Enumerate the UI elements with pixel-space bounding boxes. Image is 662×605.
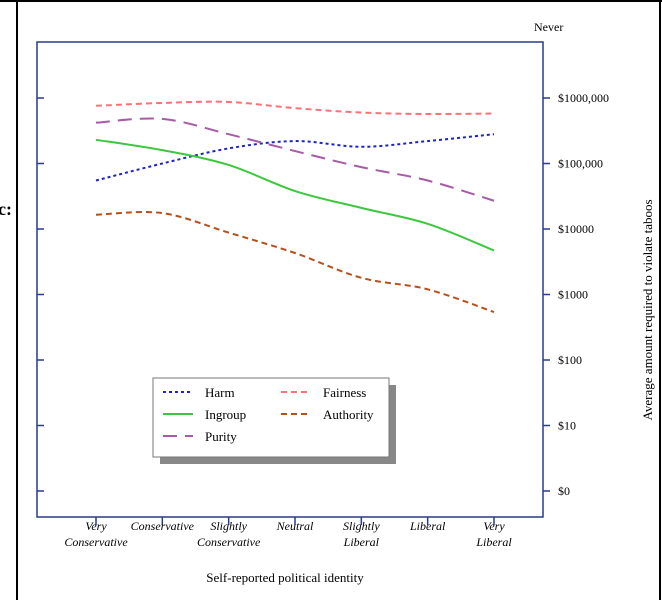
y-tick-labels: $0 $10 $100 $1000 $10000 $100,000 $1000,000 <box>558 91 609 498</box>
legend-label-harm: Harm <box>205 385 235 400</box>
y-tick-label: $1000,000 <box>558 91 609 105</box>
x-tick-label: Very Liberal <box>475 519 512 549</box>
x-tick-label-line: Liberal <box>475 535 512 549</box>
x-tick-label-line: Conservative <box>197 535 261 549</box>
x-tick-label: Very Conservative <box>64 519 128 549</box>
x-tick-label-line: Very <box>483 519 505 533</box>
legend-label-fairness: Fairness <box>323 385 366 400</box>
x-tick-label-line: Conservative <box>64 535 128 549</box>
x-tick-label: Liberal <box>409 519 446 533</box>
y-tick-label: $10000 <box>558 222 594 236</box>
series-line-fairness <box>95 100 495 116</box>
panel-label-fragment: c: <box>0 199 12 219</box>
x-tick-label-line: Slightly <box>343 519 380 533</box>
series-line-authority <box>95 211 495 313</box>
legend-label-ingroup: Ingroup <box>205 407 246 422</box>
x-tick-label: Neutral <box>276 519 314 533</box>
y-tick-label: $100,000 <box>558 157 603 171</box>
legend-label-authority: Authority <box>323 407 374 422</box>
x-tick-label: Slightly Conservative <box>197 519 261 549</box>
plot-area <box>36 41 544 518</box>
series-lines <box>95 100 495 313</box>
y-tick-label: $100 <box>558 353 582 367</box>
y-tick-label: $10 <box>558 419 576 433</box>
x-tick-label: Conservative <box>131 519 195 533</box>
series-line-ingroup <box>95 138 495 252</box>
series-line-purity <box>95 117 495 202</box>
series-line-harm <box>95 133 495 182</box>
x-tick-label-line: Neutral <box>276 519 314 533</box>
legend-box <box>152 377 390 458</box>
x-tick-label-line: Very <box>85 519 107 533</box>
y-tick-label: $0 <box>558 484 570 498</box>
x-tick-label-line: Liberal <box>343 535 380 549</box>
x-tick-label-line: Conservative <box>131 519 195 533</box>
legend-label-purity: Purity <box>205 429 237 444</box>
x-tick-label-line: Liberal <box>409 519 446 533</box>
x-tick-label-line: Slightly <box>210 519 247 533</box>
never-label: Never <box>534 20 563 34</box>
x-tick-label: Slightly Liberal <box>343 519 381 549</box>
y-axis-title: Average amount required to violate taboo… <box>640 199 655 420</box>
axis-ticks <box>37 97 550 525</box>
x-axis-title: Self-reported political identity <box>206 570 364 585</box>
y-tick-label: $1000 <box>558 288 588 302</box>
legend: Harm Fairness Ingroup Authority Purity <box>152 377 396 464</box>
